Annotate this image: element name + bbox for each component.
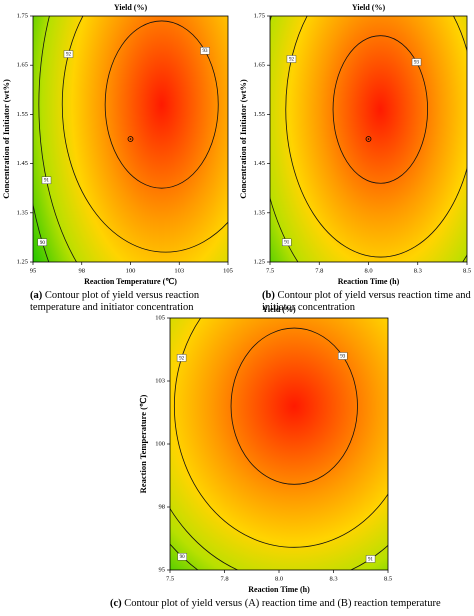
y-tick-label: 1.45 — [254, 160, 265, 167]
contour-line — [61, 16, 228, 253]
contour-label-box — [365, 555, 376, 563]
y-tick-label: 105 — [155, 314, 165, 321]
x-axis-label: Reaction Time (h) — [248, 585, 310, 594]
chart-title: Yield (%) — [114, 3, 148, 12]
x-tick-label: 7.5 — [266, 267, 274, 274]
contour-label: 91 — [368, 557, 374, 562]
contour-line — [104, 20, 219, 189]
contour-label-box — [286, 55, 297, 63]
caption-label: (a) — [30, 290, 43, 301]
x-tick-label: 8.0 — [364, 267, 372, 274]
y-axis-label: Concentration of Initiator (wt%) — [1, 79, 11, 199]
contour-label: 93 — [340, 354, 346, 359]
contour-label: 91 — [284, 241, 290, 246]
y-tick-label: 1.25 — [254, 258, 265, 265]
design-point — [365, 136, 372, 142]
contour-label-box — [177, 553, 187, 561]
caption: (a) Contour plot of yield versus reactio… — [30, 290, 230, 314]
y-tick-label: 1.55 — [254, 111, 265, 118]
contour-line — [332, 35, 429, 184]
chart-title: Yield (%) — [262, 305, 296, 314]
y-tick-label: 1.35 — [17, 209, 28, 216]
x-tick-label: 98 — [79, 267, 86, 274]
y-tick-label: 1.55 — [17, 111, 28, 118]
contour-label: 92 — [289, 57, 295, 62]
contour-label: 90 — [180, 555, 186, 560]
caption-text: Contour plot of yield versus (A) reactio… — [124, 598, 441, 609]
design-point-dot — [129, 138, 132, 140]
x-axis-label: Reaction Time (h) — [338, 277, 400, 286]
y-tick-label: 1.45 — [17, 160, 28, 167]
contour-line — [173, 318, 388, 548]
x-tick-label: 100 — [126, 267, 136, 274]
x-tick-label: 8.5 — [463, 267, 471, 274]
chart-title: Yield (%) — [352, 3, 386, 12]
design-point-dot — [367, 138, 370, 140]
contour-label-box — [176, 354, 187, 362]
contour-label: 92 — [179, 356, 185, 361]
contour-label: 91 — [44, 179, 50, 184]
caption-label: (b) — [262, 290, 275, 301]
y-tick-label: 1.35 — [254, 209, 265, 216]
y-tick-label: 95 — [159, 566, 166, 573]
contour-group: 93 92 91 90 — [33, 16, 228, 262]
x-tick-label: 8.3 — [329, 575, 337, 582]
y-tick-label: 1.65 — [254, 62, 265, 69]
y-tick-label: 103 — [155, 377, 165, 384]
x-tick-label: 8.5 — [384, 575, 392, 582]
contour-label: 90 — [40, 241, 46, 246]
y-tick-label: 1.75 — [17, 12, 28, 19]
y-tick-label: 1.65 — [17, 62, 28, 69]
x-axis-label: Reaction Temperature (℃) — [84, 277, 177, 286]
x-tick-label: 105 — [223, 267, 233, 274]
heatmap — [170, 318, 388, 570]
caption: (c) Contour plot of yield versus (A) rea… — [110, 598, 470, 610]
x-tick-label: 7.5 — [166, 575, 174, 582]
y-tick-label: 1.25 — [17, 258, 28, 265]
x-tick-label: 103 — [174, 267, 184, 274]
contour-line — [230, 327, 358, 485]
y-tick-label: 98 — [159, 503, 166, 510]
caption-label: (c) — [110, 598, 122, 609]
contour-label: 93 — [203, 49, 209, 54]
contour-label-box — [41, 176, 52, 184]
caption-text: Contour plot of yield versus reaction ti… — [262, 290, 471, 313]
contour-label-box — [411, 58, 422, 66]
y-axis-label: Reaction Temperature (℃) — [138, 395, 148, 494]
contour-line — [38, 16, 77, 262]
y-axis-label: Concentration of Initiator (wt%) — [238, 79, 248, 199]
contour-label-box — [282, 238, 292, 247]
x-tick-label: 95 — [30, 267, 37, 274]
contour-label-box — [337, 352, 348, 360]
contour-line — [285, 16, 467, 258]
contour-label: 93 — [414, 60, 420, 65]
y-tick-label: 1.75 — [254, 12, 265, 19]
x-tick-label: 8.0 — [275, 575, 283, 582]
design-point — [127, 136, 134, 142]
x-tick-label: 7.8 — [220, 575, 228, 582]
contour-label-box — [37, 238, 48, 247]
caption-text: Contour plot of yield versus reaction te… — [30, 290, 200, 313]
x-tick-label: 8.3 — [414, 267, 422, 274]
contour-label-box — [63, 50, 74, 58]
contour-label: 92 — [66, 53, 72, 58]
caption: (b) Contour plot of yield versus reactio… — [262, 290, 472, 314]
x-tick-label: 7.8 — [315, 267, 323, 274]
y-tick-label: 100 — [155, 440, 165, 447]
contour-label-box — [200, 47, 210, 55]
